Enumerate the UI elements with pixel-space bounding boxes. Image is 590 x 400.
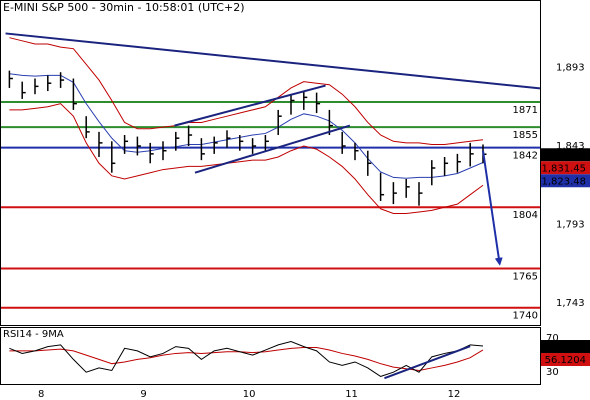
trend-line bbox=[5, 32, 541, 90]
rsi-trend-line bbox=[384, 345, 471, 380]
x-tick-label: 10 bbox=[243, 389, 256, 400]
value-box-label: 1,837.75 bbox=[541, 150, 586, 161]
trend-arrow bbox=[482, 150, 503, 266]
level-label: 1740 bbox=[513, 311, 538, 322]
value-box bbox=[541, 353, 590, 367]
value-box-label: 56.1204 bbox=[545, 355, 586, 366]
x-tick-label: 11 bbox=[345, 389, 358, 400]
trend-line bbox=[194, 124, 351, 174]
rsi-title: RSI14 - 9MA bbox=[3, 329, 64, 340]
value-box-label: 1,831.45 bbox=[541, 163, 586, 174]
value-box bbox=[541, 148, 590, 162]
level-label-box bbox=[512, 149, 539, 162]
x-tick-label: 8 bbox=[38, 389, 44, 400]
trend-line bbox=[174, 84, 326, 127]
y-tick-label: 1,843 bbox=[556, 141, 585, 152]
value-box bbox=[541, 161, 590, 175]
rsi-panel-frame bbox=[0, 327, 541, 385]
rsi-ma-line bbox=[9, 346, 484, 372]
label-layer: 1,893 1,843 1,793 1,743 70 30 8 9 10 11 12 1871 1855… bbox=[38, 63, 590, 400]
y-tick-label: 1,893 bbox=[556, 63, 585, 74]
rsi-tick-label: 30 bbox=[546, 367, 559, 378]
level-label: 1871 bbox=[513, 105, 538, 116]
level-label-box bbox=[512, 270, 539, 283]
x-tick-label: 9 bbox=[140, 389, 146, 400]
value-box bbox=[541, 174, 590, 188]
value-box-label: 60.7108 bbox=[545, 342, 586, 353]
y-tick-label: 1,793 bbox=[556, 220, 585, 231]
value-box-label: 1,823.48 bbox=[541, 176, 586, 187]
value-box bbox=[541, 340, 590, 354]
data-layer bbox=[0, 32, 541, 380]
level-label-box bbox=[512, 104, 539, 117]
rsi-line bbox=[9, 340, 484, 378]
upper-band bbox=[9, 37, 484, 145]
level-label-box bbox=[512, 129, 539, 142]
level-label-box bbox=[512, 309, 539, 322]
price-panel-frame bbox=[0, 0, 541, 326]
level-label: 1804 bbox=[513, 210, 538, 221]
lower-band bbox=[9, 103, 484, 215]
chart-title: E-MINI S&P 500 - 30min - 10:58:01 (UTC+2… bbox=[3, 1, 244, 14]
rsi-tick-label: 70 bbox=[546, 333, 559, 344]
level-label: 1855 bbox=[513, 130, 538, 141]
x-tick-label: 12 bbox=[448, 389, 461, 400]
level-label: 1842 bbox=[513, 151, 538, 162]
moving-average bbox=[9, 73, 484, 179]
level-label: 1765 bbox=[513, 271, 538, 282]
level-label-box bbox=[512, 209, 539, 222]
y-tick-label: 1,743 bbox=[556, 298, 585, 309]
